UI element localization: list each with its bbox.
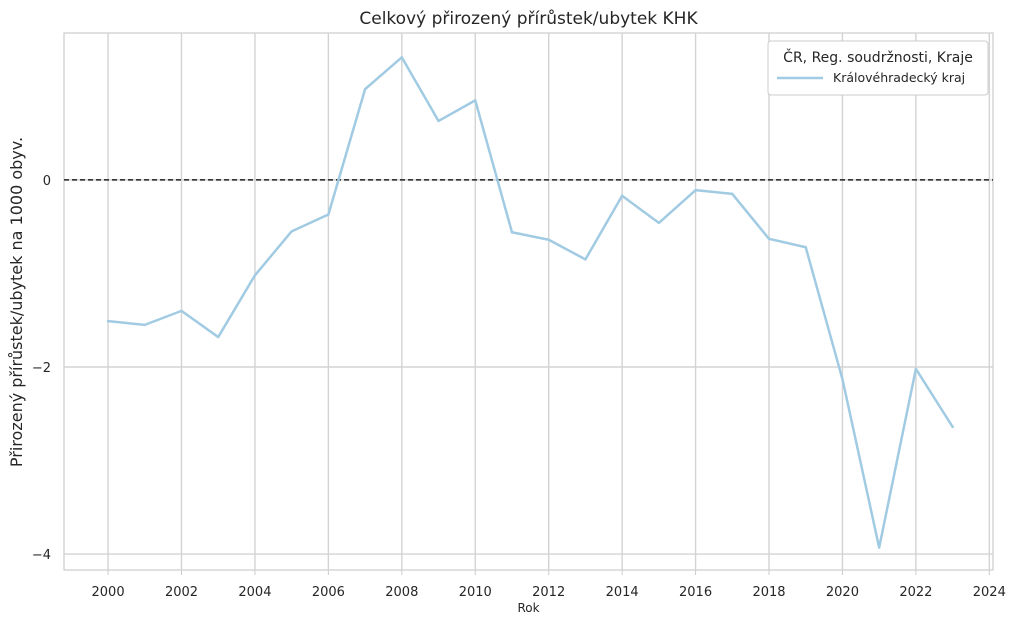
- x-tick-label: 2014: [606, 585, 639, 600]
- data-point: [400, 56, 404, 59]
- y-tick-labels: 0 −2 −4: [32, 174, 51, 563]
- data-point: [143, 323, 146, 327]
- data-point: [290, 230, 293, 233]
- plot-background: [63, 32, 994, 571]
- x-tick-labels: 2000 2002 2004 2006 2008 2010 2012 2014 2016 2018…: [92, 585, 1006, 600]
- x-tick-label: 2000: [92, 585, 125, 600]
- x-gridlines: [107, 33, 991, 575]
- x-tick-label: 2024: [973, 585, 1006, 600]
- series-line: [106, 56, 954, 549]
- data-point: [584, 258, 587, 261]
- data-point: [877, 546, 881, 549]
- data-point: [731, 192, 734, 196]
- legend: ČR, Reg. soudržnosti, Kraje Královéhrade…: [767, 40, 989, 96]
- data-point: [217, 335, 220, 339]
- x-axis-label: Rok: [517, 601, 539, 615]
- x-tick-label: 2006: [312, 585, 345, 600]
- x-tick-label: 2020: [826, 585, 859, 600]
- data-point: [363, 87, 367, 91]
- x-tick-label: 2002: [165, 585, 198, 600]
- x-tick-label: 2012: [532, 585, 565, 600]
- data-point: [180, 309, 183, 313]
- legend-title: ČR, Reg. soudržnosti, Kraje: [783, 48, 973, 66]
- data-point: [327, 213, 330, 216]
- chart-title: Celkový přirozený přírůstek/ubytek KHK: [359, 9, 698, 29]
- data-point: [804, 246, 807, 249]
- data-point: [474, 99, 477, 102]
- y-axis-label: Přirozený přírůstek/ubytek na 1000 obyv.: [7, 137, 26, 467]
- y-tick-label: −4: [32, 548, 51, 563]
- data-point: [694, 188, 697, 192]
- x-tick-label: 2022: [899, 585, 932, 600]
- data-point: [767, 237, 771, 241]
- data-point: [437, 119, 440, 123]
- legend-box: [767, 40, 989, 96]
- data-point: [620, 194, 624, 197]
- data-point: [106, 319, 110, 323]
- y-tick-label: 0: [43, 174, 51, 189]
- data-point: [914, 367, 918, 371]
- data-point: [841, 377, 844, 381]
- data-point: [657, 221, 661, 225]
- data-point: [547, 238, 550, 241]
- data-point: [253, 274, 257, 277]
- data-point: [951, 425, 954, 429]
- x-tick-label: 2008: [385, 585, 418, 600]
- x-tick-label: 2016: [679, 585, 712, 600]
- series-layer: [106, 56, 954, 549]
- x-tick-label: 2004: [238, 585, 271, 600]
- data-point: [510, 231, 514, 234]
- x-tick-label: 2018: [752, 585, 785, 600]
- legend-label: Královéhradecký kraj: [833, 70, 965, 85]
- y-tick-label: −2: [32, 361, 51, 376]
- x-tick-label: 2010: [459, 585, 492, 600]
